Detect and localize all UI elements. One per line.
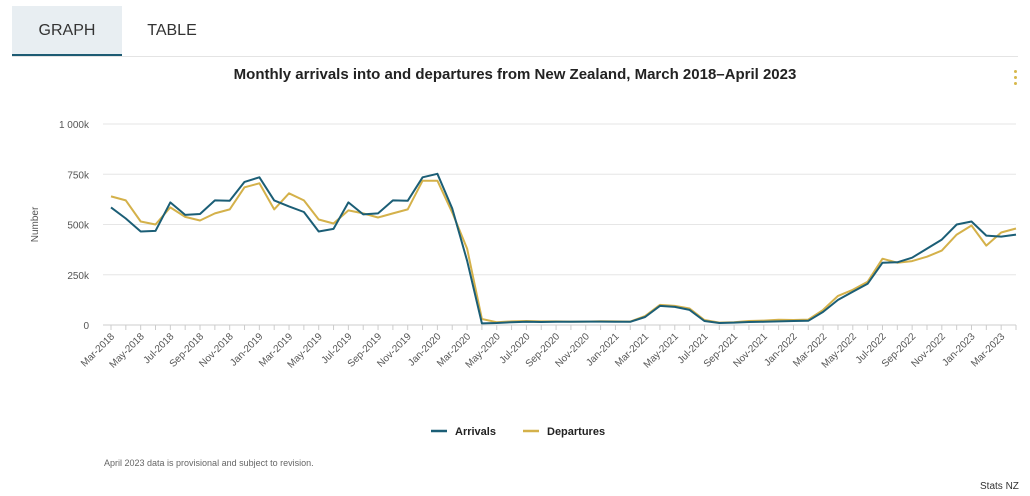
y-tick-label: 250k: [67, 271, 90, 282]
provisional-note: April 2023 data is provisional and subje…: [104, 458, 314, 468]
chart-title: Monthly arrivals into and departures fro…: [233, 66, 797, 83]
series-lines: [110, 172, 1017, 325]
chart-menu-icon[interactable]: [1014, 70, 1018, 88]
tab-table[interactable]: TABLE: [147, 22, 197, 39]
legend: Arrivals Departures: [431, 426, 605, 438]
legend-label-departures: Departures: [547, 426, 605, 438]
grid-lines: [103, 123, 1016, 326]
y-axis-label: Number: [30, 206, 41, 242]
tab-bar: GRAPH TABLE: [12, 6, 1018, 57]
y-tick-label: 750k: [67, 170, 90, 181]
source-credit: Stats NZ: [980, 481, 1019, 492]
series-line-arrivals: [110, 172, 1017, 325]
y-tick-label: 0: [83, 321, 89, 332]
y-tick-label: 500k: [67, 221, 90, 232]
legend-label-arrivals: Arrivals: [455, 426, 496, 438]
y-tick-label: 1 000k: [59, 120, 90, 131]
tab-graph[interactable]: GRAPH: [12, 6, 122, 56]
series-line-departures: [110, 179, 1017, 324]
